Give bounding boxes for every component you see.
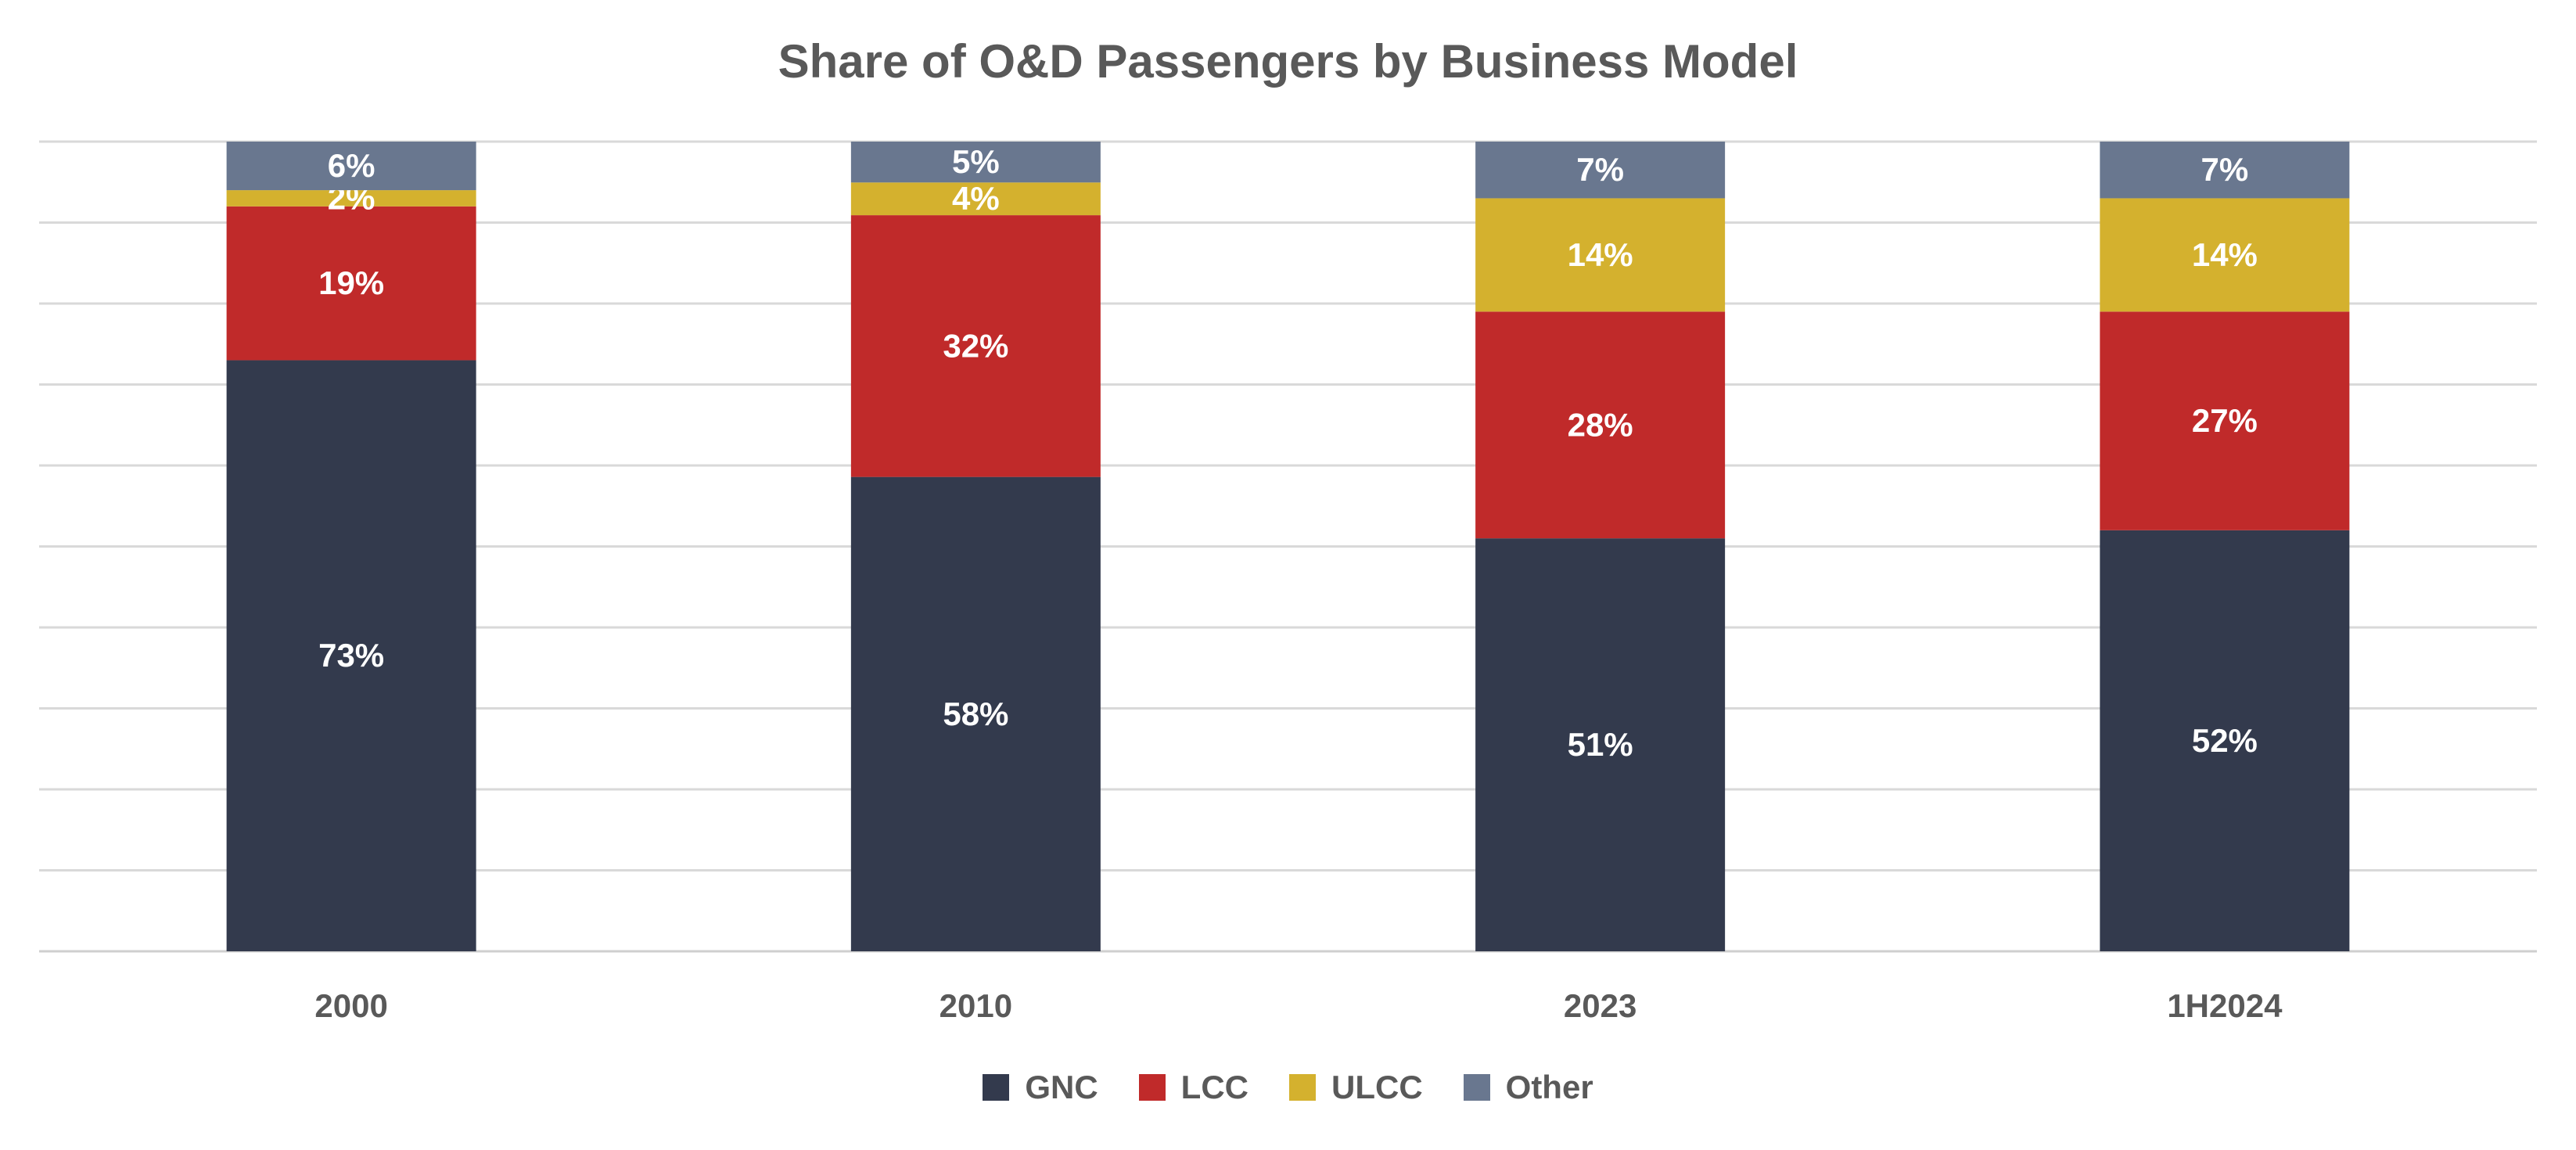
legend-swatch	[1463, 1074, 1490, 1101]
data-label: 19%	[318, 264, 384, 301]
bar-other-2000	[226, 142, 476, 191]
bar-gnc-2010	[850, 476, 1101, 951]
bar-lcc-2000	[226, 206, 476, 361]
bar-ulcc-2000	[226, 190, 476, 207]
bar-gnc-2000	[226, 360, 476, 951]
bar-other-2023	[1475, 142, 1726, 199]
bar-lcc-1h2024	[2100, 311, 2350, 530]
data-label: 7%	[2201, 151, 2249, 188]
data-label: 14%	[2192, 236, 2258, 273]
data-label: 5%	[952, 143, 1000, 180]
bar-other-2010	[850, 142, 1101, 183]
chart-title: Share of O&D Passengers by Business Mode…	[778, 35, 1798, 88]
data-label: 4%	[952, 180, 1000, 217]
x-tick-label: 2010	[940, 987, 1012, 1024]
legend-item-other: Other	[1463, 1069, 1593, 1106]
bar-lcc-2023	[1475, 311, 1726, 539]
bar-ulcc-2010	[850, 182, 1101, 216]
bar-ulcc-2023	[1475, 198, 1726, 312]
legend-label: GNC	[1025, 1069, 1098, 1105]
legend-item-gnc: GNC	[983, 1069, 1098, 1106]
x-tick-label: 1H2024	[2167, 987, 2283, 1024]
legend-item-ulcc: ULCC	[1289, 1069, 1423, 1106]
data-label: 6%	[328, 147, 375, 184]
bar-gnc-1h2024	[2100, 530, 2350, 951]
data-label: 51%	[1568, 726, 1633, 763]
legend-swatch	[1289, 1074, 1316, 1101]
data-label: 28%	[1568, 406, 1633, 443]
legend-label: LCC	[1180, 1069, 1248, 1105]
bar-lcc-2010	[850, 215, 1101, 477]
legend-label: ULCC	[1331, 1069, 1423, 1105]
legend-item-lcc: LCC	[1138, 1069, 1248, 1106]
x-tick-label: 2023	[1564, 987, 1636, 1024]
bar-ulcc-1h2024	[2100, 198, 2350, 312]
data-label: 7%	[1576, 151, 1624, 188]
bar-other-1h2024	[2100, 142, 2350, 199]
x-tick-label: 2000	[314, 987, 387, 1024]
legend-swatch	[983, 1074, 1010, 1101]
legend-swatch	[1138, 1074, 1166, 1101]
data-label: 14%	[1568, 236, 1633, 273]
legend: GNC LCC ULCC Other	[0, 1069, 2576, 1106]
bar-gnc-2023	[1475, 538, 1726, 951]
data-label: 52%	[2192, 722, 2258, 759]
legend-label: Other	[1505, 1069, 1593, 1105]
data-label: 32%	[943, 327, 1008, 364]
data-label: 27%	[2192, 402, 2258, 439]
data-label: 73%	[318, 637, 384, 674]
data-label: 58%	[943, 695, 1008, 732]
